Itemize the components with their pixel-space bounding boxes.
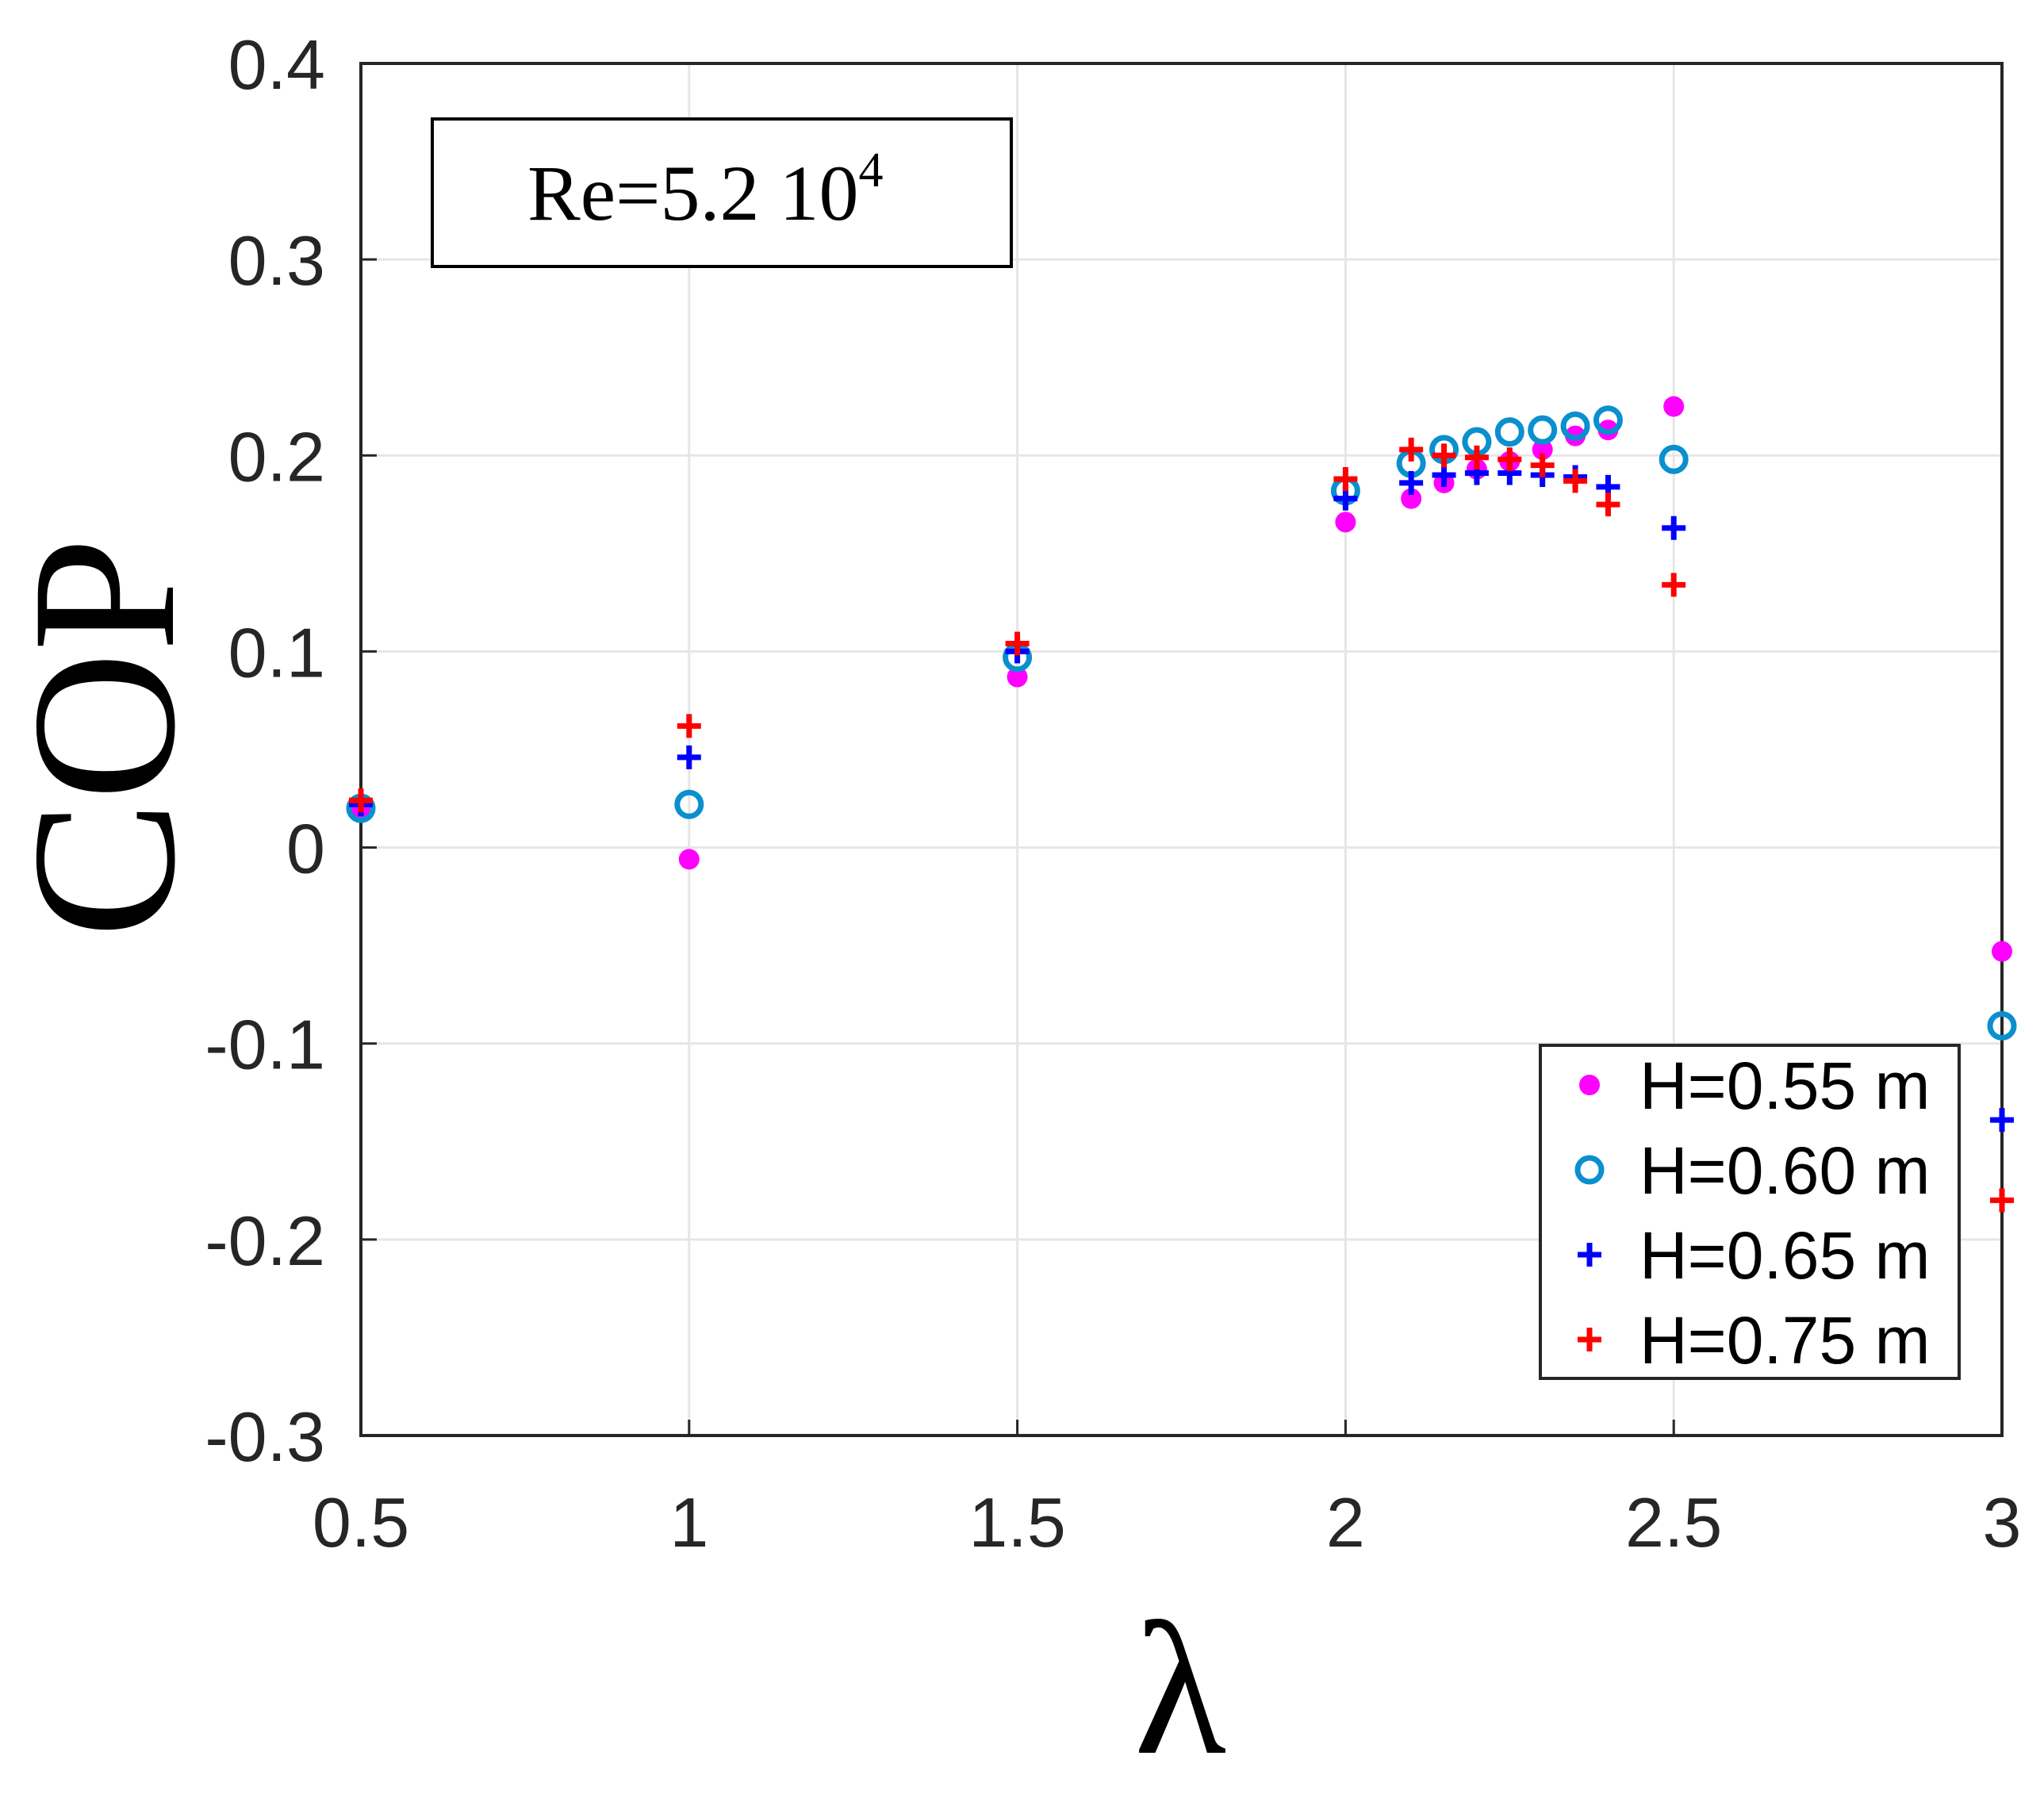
legend-marker [1579, 1075, 1600, 1095]
x-tick-label: 2.5 [1625, 1483, 1722, 1562]
y-tick-label: 0 [286, 810, 325, 888]
data-points [346, 396, 2017, 1213]
series-1 [351, 396, 2012, 962]
x-tick-label: 1.5 [968, 1483, 1065, 1562]
legend-label: H=0.55 m [1639, 1048, 1931, 1123]
legend-items: H=0.55 m H=0.60 m H=0.65 m H=0.75 m [1574, 1048, 1931, 1378]
x-tick-label: 0.5 [313, 1483, 409, 1562]
data-point [1498, 447, 1522, 472]
data-point [1401, 488, 1422, 509]
legend-frame [1539, 1044, 1961, 1380]
data-point [1494, 417, 1524, 447]
data-point [1007, 666, 1028, 688]
data-point [678, 849, 700, 870]
data-point [1662, 573, 1686, 597]
data-point [1563, 469, 1588, 493]
annotation-superscript: 4 [858, 144, 883, 197]
series-4 [349, 437, 2014, 1213]
data-point [677, 714, 701, 738]
ticks: 0.5 1 1.5 2 2.5 3 -0.3 -0.2 -0.1 0 0.1 0.2 0.3 0.4 [205, 25, 2021, 1562]
annotation-main: Re=5.2 10 [527, 149, 858, 237]
legend-marker [1578, 1328, 1601, 1351]
data-point [1987, 1010, 2017, 1041]
x-tick-label: 1 [669, 1483, 708, 1562]
legend: H=0.55 m H=0.60 m H=0.65 m H=0.75 m [1539, 1044, 1961, 1380]
data-point [1530, 453, 1555, 477]
data-point [1992, 941, 2012, 962]
y-tick-label: 0.2 [228, 417, 325, 496]
legend-entry: H=0.55 m [1579, 1048, 1931, 1123]
legend-label: H=0.65 m [1639, 1218, 1931, 1293]
legend-marker [1578, 1243, 1601, 1267]
data-point [1528, 415, 1558, 445]
data-point [1005, 631, 1030, 656]
legend-entry: H=0.65 m [1578, 1218, 1931, 1293]
data-point [1464, 445, 1489, 470]
y-tick-label: -0.3 [205, 1397, 325, 1476]
data-point [1662, 516, 1686, 540]
data-point [1560, 411, 1590, 441]
legend-marker [1574, 1155, 1605, 1185]
data-point [677, 745, 701, 769]
data-point [1432, 443, 1456, 468]
x-tick-label: 3 [1983, 1483, 2022, 1562]
annotation-frame [431, 117, 1013, 268]
data-point [1399, 437, 1424, 462]
data-point [1596, 493, 1620, 517]
legend-label: H=0.60 m [1639, 1133, 1931, 1208]
annotation-text: Re=5.2 104 [527, 144, 883, 237]
data-point [1659, 444, 1689, 474]
data-point [1593, 405, 1623, 435]
y-tick-label: -0.2 [205, 1202, 325, 1280]
data-point [1990, 1108, 2014, 1133]
plot-frame [359, 62, 2004, 1437]
y-tick-label: -0.1 [205, 1006, 325, 1084]
data-point [1532, 439, 1553, 460]
data-point [1399, 470, 1424, 495]
x-tick-label: 2 [1326, 1483, 1365, 1562]
legend-entry: H=0.75 m [1578, 1303, 1931, 1378]
y-tick-label: 0.3 [228, 221, 325, 300]
data-point [1990, 1188, 2014, 1213]
data-point [1335, 512, 1356, 533]
data-point [1663, 396, 1685, 417]
legend-label: H=0.75 m [1639, 1303, 1931, 1378]
y-axis-label: COP [0, 537, 218, 938]
grid [361, 63, 2002, 1436]
y-tick-label: 0.4 [228, 25, 325, 104]
x-axis-label: λ [1134, 1583, 1226, 1794]
legend-entry: H=0.60 m [1574, 1133, 1931, 1208]
data-point [674, 789, 704, 819]
y-tick-label: 0.1 [228, 613, 325, 692]
annotation-box: Re=5.2 104 [431, 117, 1013, 268]
data-point [349, 788, 373, 813]
data-point [1333, 466, 1358, 491]
